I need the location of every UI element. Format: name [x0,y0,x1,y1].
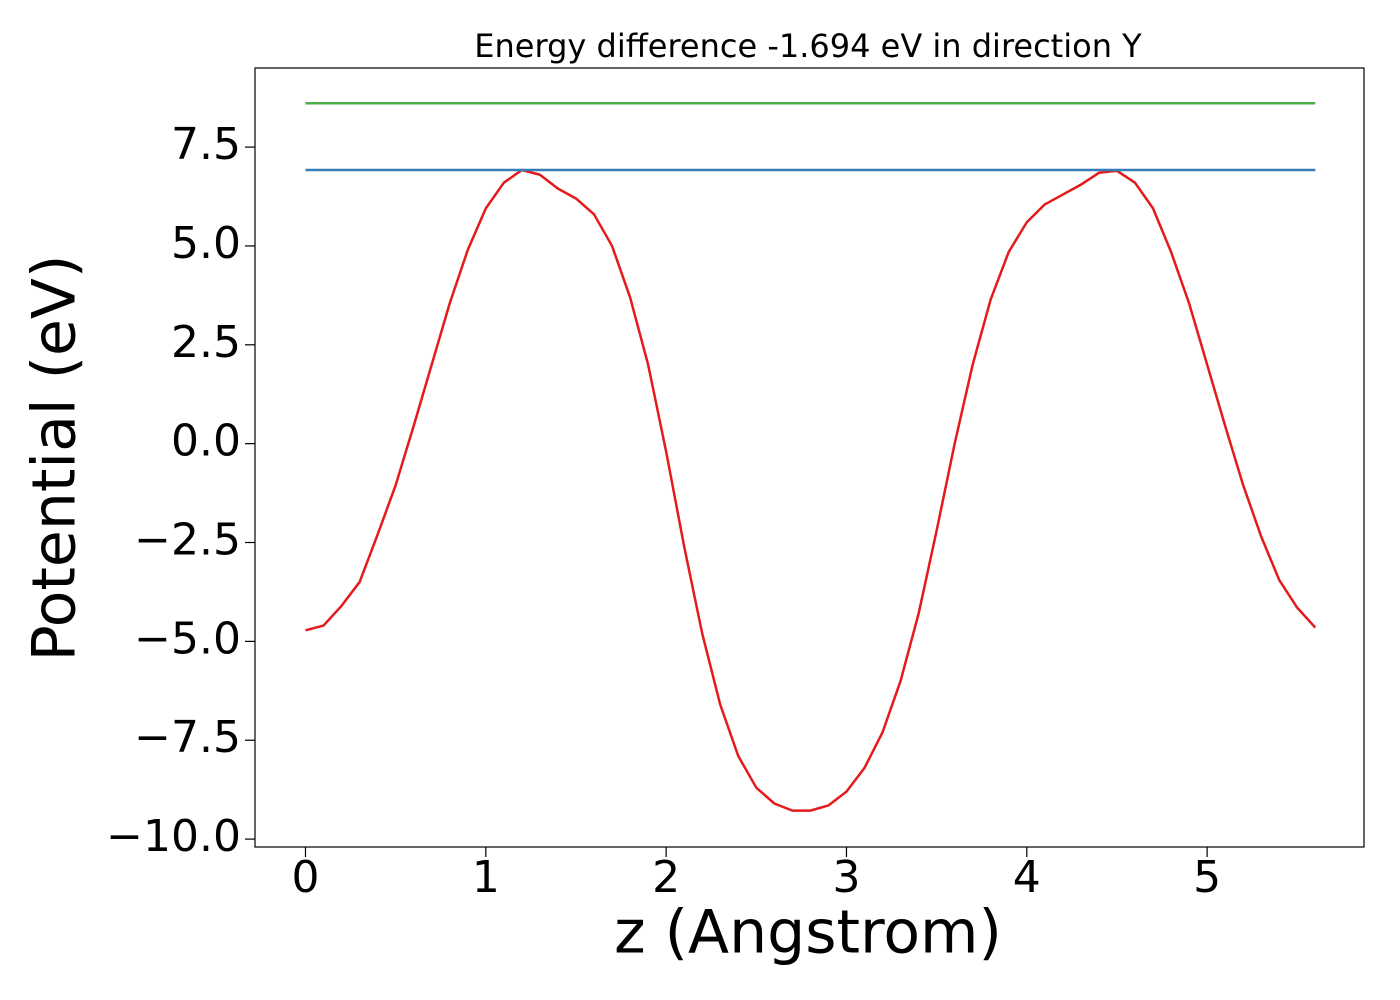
y-tick-label: −10.0 [106,811,241,862]
y-tick-label: 0.0 [171,416,241,467]
x-tick-label: 3 [832,852,860,903]
y-tick-label: −5.0 [134,613,241,664]
chart-title: Energy difference -1.694 eV in direction… [474,27,1142,65]
x-tick-label: 5 [1193,852,1221,903]
y-tick-label: −7.5 [134,712,241,763]
x-tick-label: 1 [472,852,500,903]
plot-frame [254,67,1365,848]
x-axis-label: z (Angstrom) [614,898,1002,968]
y-tick-label: 5.0 [171,218,241,269]
x-tick-label: 2 [652,852,680,903]
x-tick-label: 0 [291,852,319,903]
x-tick-label: 4 [1013,852,1041,903]
y-axis-label: Potential (eV) [20,255,90,662]
y-tick-label: 2.5 [171,317,241,368]
y-tick-label: 7.5 [171,119,241,170]
y-tick-label: −2.5 [134,515,241,566]
line [305,168,1317,812]
